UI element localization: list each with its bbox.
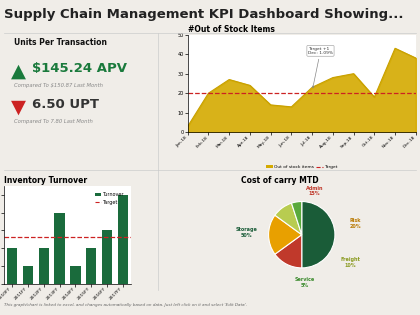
Text: Inventory Turnover: Inventory Turnover [4, 176, 87, 185]
Bar [55, 213, 65, 284]
Text: This graph/chart is linked to excel, and changes automatically based on data. Ju: This graph/chart is linked to excel, and… [4, 303, 247, 307]
Text: Units Per Transaction: Units Per Transaction [14, 37, 108, 47]
Text: Risk
20%: Risk 20% [350, 218, 362, 229]
Text: Cost of carry MTD: Cost of carry MTD [241, 176, 319, 185]
Text: ▲: ▲ [10, 62, 26, 81]
Text: Admin
15%: Admin 15% [305, 186, 323, 196]
Wedge shape [275, 235, 302, 268]
Text: Freight
10%: Freight 10% [341, 257, 360, 268]
Bar [70, 266, 81, 284]
Text: Storage
50%: Storage 50% [235, 227, 257, 238]
Wedge shape [275, 203, 302, 235]
Text: Supply Chain Management KPI Dashboard Showing...: Supply Chain Management KPI Dashboard Sh… [4, 8, 404, 21]
Text: Target +1
Dec: 1.09%: Target +1 Dec: 1.09% [308, 47, 333, 88]
Bar [23, 266, 33, 284]
Legend: Turnover, Target: Turnover, Target [93, 190, 126, 207]
Text: 6.50 UPT: 6.50 UPT [32, 98, 99, 111]
Bar [118, 195, 128, 284]
Text: ▼: ▼ [10, 98, 26, 117]
Bar [7, 248, 17, 284]
Wedge shape [291, 202, 302, 235]
Text: #Out of Stock Items: #Out of Stock Items [188, 25, 275, 34]
Bar [86, 248, 97, 284]
Legend: Out of stock items, Target: Out of stock items, Target [264, 163, 339, 171]
Wedge shape [268, 215, 302, 254]
Wedge shape [302, 202, 335, 268]
Text: Compared To 7.80 Last Month: Compared To 7.80 Last Month [14, 118, 93, 123]
Text: Compared To $150.87 Last Month: Compared To $150.87 Last Month [14, 83, 103, 89]
Text: $145.24 APV: $145.24 APV [32, 62, 127, 75]
Bar [102, 230, 112, 284]
Text: Service
5%: Service 5% [295, 277, 315, 288]
Bar [39, 248, 49, 284]
